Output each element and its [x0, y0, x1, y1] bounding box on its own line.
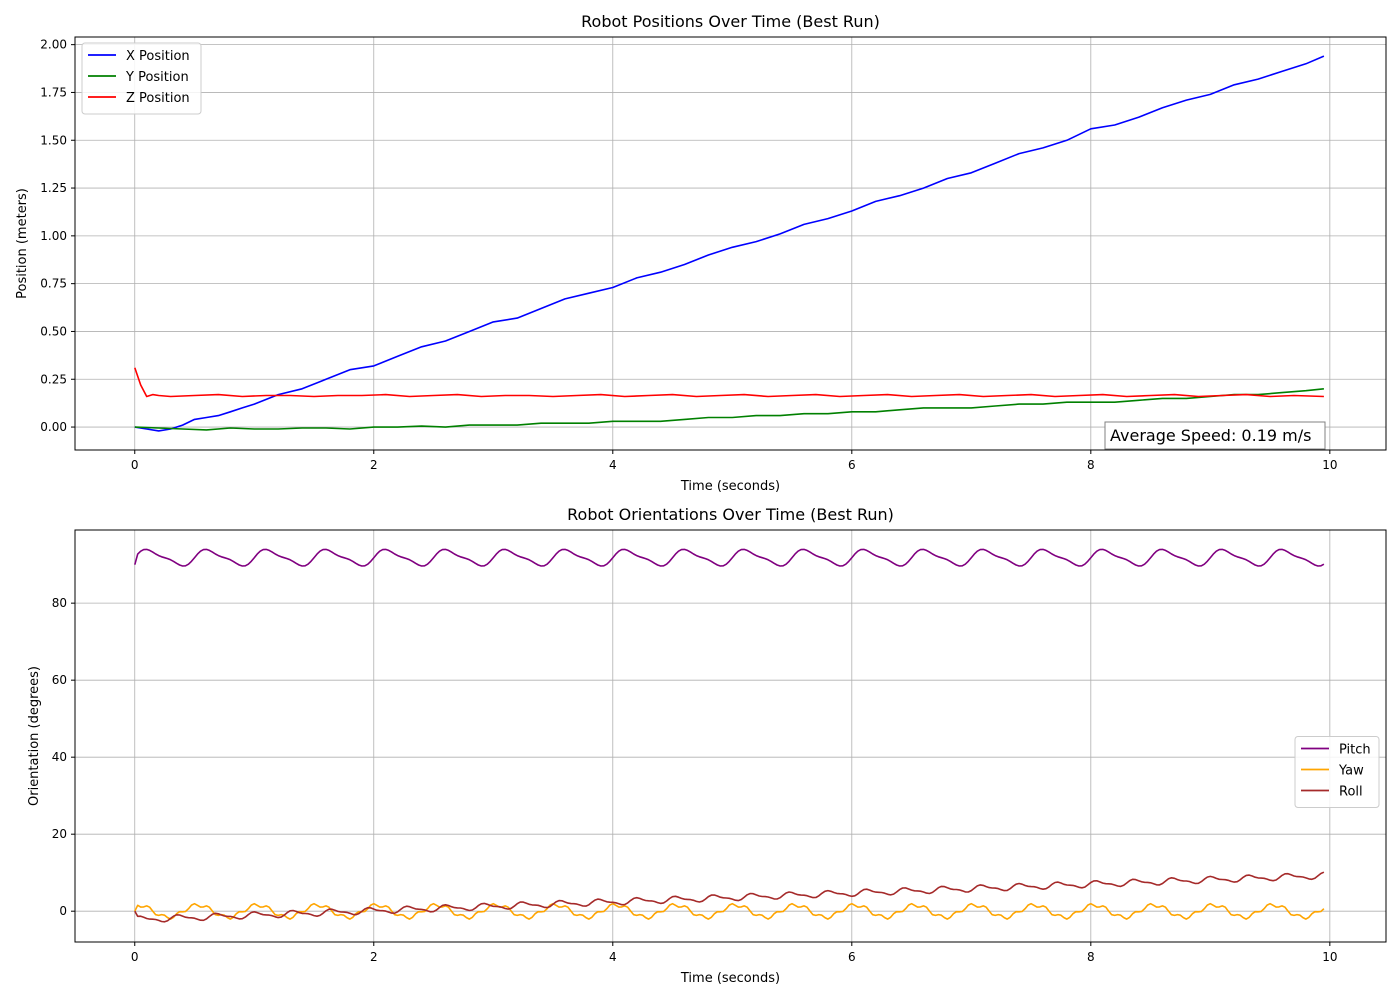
- orientations-y-tick-label: 60: [52, 673, 67, 687]
- z-position-legend-label: Z Position: [126, 91, 190, 106]
- positions-y-tick-label: 0.00: [40, 420, 67, 434]
- orientations-axes-frame: [74, 529, 1387, 943]
- positions-y-tick-label: 0.25: [40, 372, 67, 386]
- orientations-y-tick-label: 20: [52, 827, 67, 841]
- x-position-legend-label: X Position: [126, 49, 190, 64]
- orientations-x-tick-label: 0: [131, 950, 139, 964]
- positions-y-tick-label: 1.00: [40, 229, 67, 243]
- positions-y-tick-label: 0.75: [40, 277, 67, 291]
- average-speed-text: Average Speed: 0.19 m/s: [1110, 426, 1311, 445]
- positions-x-axis-label: Time (seconds): [680, 479, 780, 494]
- orientations-y-axis-label: Orientation (degrees): [27, 666, 42, 806]
- z-position-line: [134, 367, 1324, 398]
- yaw-line: [134, 902, 1325, 920]
- y-position-legend-label: Y Position: [125, 70, 189, 85]
- orientations-y-tick-label: 40: [52, 750, 67, 764]
- roll-line: [134, 871, 1325, 923]
- positions-x-tick-label: 6: [848, 458, 856, 472]
- y-position-line: [134, 388, 1324, 431]
- orientations-y-tick-label: 0: [59, 904, 67, 918]
- positions-plot: 0 2 4 6 8 10 0.00 0.25 0.50 0.75 1.00 1.25 1.50 1.75 2…: [15, 12, 1387, 494]
- x-position-line: [134, 55, 1325, 432]
- pitch-legend-label: Pitch: [1339, 743, 1371, 758]
- positions-legend: X Position Y Position Z Position: [81, 42, 202, 115]
- positions-y-tick-label: 0.50: [40, 324, 67, 338]
- average-speed-annotation: Average Speed: 0.19 m/s: [1104, 421, 1326, 450]
- positions-x-tick-label: 4: [609, 458, 617, 472]
- orientations-x-tick-label: 8: [1087, 950, 1095, 964]
- positions-y-tick-label: 1.75: [40, 85, 67, 99]
- pitch-line: [134, 548, 1325, 567]
- orientations-y-tick-label: 80: [52, 596, 67, 610]
- positions-x-tick-label: 10: [1322, 458, 1337, 472]
- orientations-legend: Pitch Yaw Roll: [1294, 736, 1380, 808]
- orientations-x-tick-label: 2: [370, 950, 378, 964]
- positions-x-tick-label: 2: [370, 458, 378, 472]
- positions-y-tick-label: 1.50: [40, 133, 67, 147]
- positions-x-tick-label: 0: [131, 458, 139, 472]
- roll-legend-label: Roll: [1339, 785, 1363, 800]
- positions-y-tick-label: 1.25: [40, 181, 67, 195]
- orientations-plot: 0 2 4 6 8 10 0 20 40 60 80 Robot Orientations Over…: [27, 505, 1387, 986]
- orientations-x-axis-label: Time (seconds): [680, 971, 780, 986]
- orientations-x-tick-label: 6: [848, 950, 856, 964]
- yaw-legend-label: Yaw: [1338, 764, 1364, 779]
- orientations-x-tick-label: 4: [609, 950, 617, 964]
- positions-y-tick-label: 2.00: [40, 38, 67, 52]
- positions-y-axis-label: Position (meters): [15, 188, 30, 299]
- orientations-x-tick-label: 10: [1322, 950, 1337, 964]
- orientations-chart-title: Robot Orientations Over Time (Best Run): [567, 505, 894, 524]
- positions-x-tick-label: 8: [1087, 458, 1095, 472]
- positions-axes-frame: [74, 36, 1387, 451]
- positions-chart-title: Robot Positions Over Time (Best Run): [581, 12, 880, 31]
